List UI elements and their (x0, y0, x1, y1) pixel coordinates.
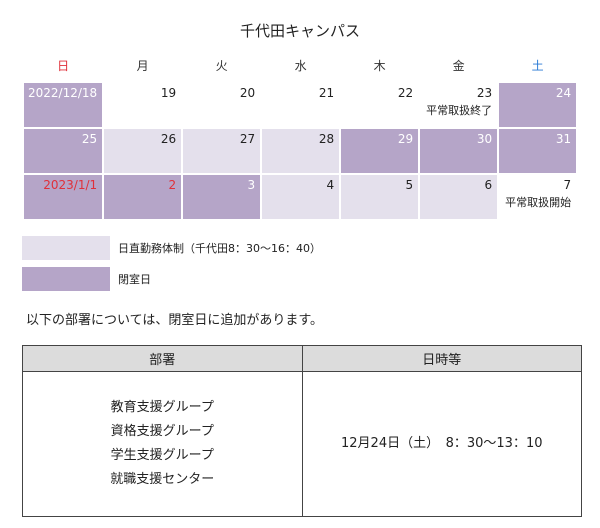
calendar-day: 25 (21, 127, 105, 175)
calendar: 日 月 火 水 木 金 土 2022/12/18 19 20 21 22 23 平… (21, 50, 579, 221)
calendar-day: 24 (497, 81, 579, 129)
intro-text: 以下の部署については、閉室日に追加があります。 (26, 313, 324, 328)
legend-closed-label: 閉室日 (118, 273, 151, 286)
day-number: 21 (318, 86, 335, 100)
department-table: 部署 日時等 教育支援グループ 資格支援グループ 学生支援グループ 就職支援セン… (22, 345, 582, 517)
calendar-week-1: 2022/12/18 19 20 21 22 23 平常取扱終了 24 (21, 81, 579, 129)
day-note: 平常取扱終了 (426, 104, 493, 117)
header-department: 部署 (22, 345, 303, 372)
calendar-day: 21 (260, 81, 342, 129)
calendar-day: 27 (181, 127, 263, 175)
legend-duty: 日直勤務体制（千代田8：30〜16：40） (22, 236, 321, 260)
day-number: 2023/1/1 (43, 178, 98, 192)
calendar-week-3: 2023/1/1 2 3 4 5 6 7 平常取扱開始 (21, 173, 579, 221)
calendar-day: 3 (181, 173, 263, 221)
weekday-tue: 火 (182, 50, 262, 82)
department-list: 教育支援グループ 資格支援グループ 学生支援グループ 就職支援センター (22, 371, 303, 517)
day-number: 31 (555, 132, 572, 146)
day-number: 26 (160, 132, 177, 146)
day-number: 24 (555, 86, 572, 100)
day-number: 30 (476, 132, 493, 146)
day-number: 3 (247, 178, 256, 192)
day-number: 5 (405, 178, 414, 192)
day-number: 19 (160, 86, 177, 100)
day-number: 23 (476, 86, 493, 100)
department-item: 教育支援グループ (110, 400, 214, 415)
weekday-fri: 金 (419, 50, 499, 82)
calendar-day: 2023/1/1 (21, 173, 105, 221)
weekday-sun: 日 (23, 50, 104, 82)
calendar-day: 31 (497, 127, 579, 175)
day-number: 2 (168, 178, 177, 192)
day-number: 2022/12/18 (28, 86, 98, 100)
day-number: 25 (81, 132, 98, 146)
calendar-day: 2 (102, 173, 184, 221)
calendar-day: 19 (102, 81, 184, 129)
weekday-sat: 土 (498, 50, 578, 82)
department-table-header: 部署 日時等 (22, 345, 582, 372)
weekday-wed: 水 (261, 50, 341, 82)
calendar-day: 23 平常取扱終了 (418, 81, 500, 129)
legend-closed: 閉室日 (22, 267, 151, 291)
day-number: 6 (484, 178, 493, 192)
day-number: 4 (326, 178, 335, 192)
calendar-day: 20 (181, 81, 263, 129)
weekday-thu: 木 (340, 50, 420, 82)
calendar-day: 2022/12/18 (21, 81, 105, 129)
calendar-day: 28 (260, 127, 342, 175)
department-item: 就職支援センター (110, 472, 215, 487)
day-note: 平常取扱開始 (505, 196, 572, 209)
legend-duty-label: 日直勤務体制（千代田8：30〜16：40） (118, 242, 321, 255)
legend-duty-swatch (22, 236, 110, 260)
datetime-cell: 12月24日（土） 8：30〜13：10 (301, 371, 582, 517)
department-item: 資格支援グループ (110, 424, 214, 439)
page-title: 千代田キャンパス (239, 22, 360, 40)
day-number: 28 (318, 132, 335, 146)
calendar-day: 29 (339, 127, 421, 175)
calendar-day: 4 (260, 173, 342, 221)
day-number: 20 (239, 86, 256, 100)
calendar-day: 7 平常取扱開始 (497, 173, 579, 221)
legend-closed-swatch (22, 267, 110, 291)
calendar-day: 5 (339, 173, 421, 221)
weekday-mon: 月 (103, 50, 183, 82)
calendar-week-2: 25 26 27 28 29 30 31 (21, 127, 579, 175)
table-row: 教育支援グループ 資格支援グループ 学生支援グループ 就職支援センター 12月2… (22, 371, 582, 517)
calendar-day: 22 (339, 81, 421, 129)
calendar-day: 30 (418, 127, 500, 175)
calendar-day: 26 (102, 127, 184, 175)
day-number: 22 (397, 86, 414, 100)
department-item: 学生支援グループ (110, 448, 214, 463)
weekday-header-row: 日 月 火 水 木 金 土 (23, 50, 578, 82)
day-number: 7 (563, 178, 572, 192)
day-number: 27 (239, 132, 256, 146)
calendar-day: 6 (418, 173, 500, 221)
header-datetime: 日時等 (301, 345, 582, 372)
day-number: 29 (397, 132, 414, 146)
